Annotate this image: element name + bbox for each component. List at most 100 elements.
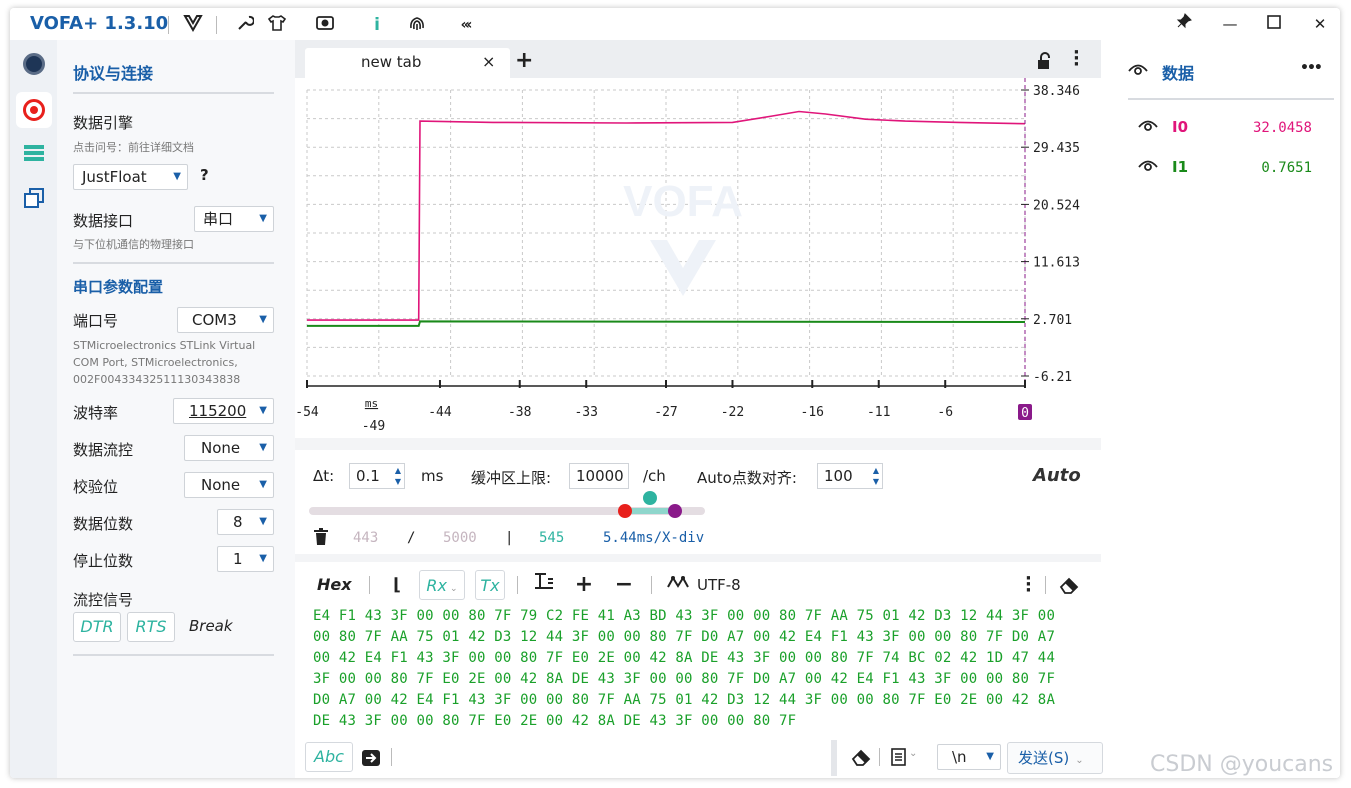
eye-icon[interactable] [1138,118,1158,136]
help-button[interactable]: ? [200,166,209,184]
wrench-icon[interactable] [234,14,256,36]
buffer-slider[interactable] [309,507,705,515]
shirt-icon[interactable] [266,14,288,36]
slider-window-handle[interactable] [642,491,657,505]
dt-input[interactable]: 0.1 ▲ ▼ [349,463,405,489]
series-i1-line [307,320,1026,327]
grid-layer [306,89,1026,377]
time-controls: Δt: 0.1 ▲ ▼ ms 缓冲区上限: 10000 /ch Auto点数对齐: … [295,450,1101,554]
more-vert-icon[interactable]: · · · [1073,42,1080,75]
buffer-input[interactable]: 10000 [569,463,629,489]
collapse-icon[interactable]: «‹ [460,17,473,33]
clear-send-icon[interactable] [851,748,871,770]
channel-i1-value: 0.7651 [1261,160,1312,176]
databits-select[interactable]: 8 ▼ [217,509,274,535]
parity-select[interactable]: None ▼ [184,472,274,498]
divider [73,92,274,94]
send-button[interactable]: 发送(S) ⌄ [1007,742,1103,774]
maximize-button[interactable] [1260,12,1288,36]
x-tick-label: -49 [362,419,385,434]
align-value: 100 [824,467,853,485]
x-tick-label: -11 [867,405,890,420]
watermark-text: VOFA [623,177,743,226]
chart-svg: VOFA -54 -49 -44 -38 -33 -27 -22 -16 -11 -6 0 ms 38.… [295,78,1080,434]
dtr-button[interactable]: DTR [73,612,121,642]
fingerprint-icon[interactable] [406,14,428,36]
engine-select[interactable]: JustFloat ▼ [73,164,188,190]
align-label: Auto点数对齐: [697,469,797,487]
waveform-plot[interactable]: VOFA -54 -49 -44 -38 -33 -27 -22 -16 -11 -6 0 ms 38.… [295,78,1101,438]
close-icon[interactable]: × [482,52,496,71]
slider-end-handle[interactable] [667,504,682,518]
unlock-icon[interactable] [1037,52,1053,74]
chevron-down-icon: ▼ [986,751,994,762]
spin-arrows-icon[interactable]: ▲ ▼ [872,466,879,486]
break-button[interactable]: Break [189,617,233,635]
trash-icon[interactable] [313,528,329,550]
protocol-connection-icon[interactable] [16,92,52,128]
splitter[interactable] [831,740,837,776]
slider-start-handle[interactable] [617,504,632,518]
chevron-down-icon: ▼ [259,553,267,564]
send-input[interactable] [395,742,829,772]
connection-status-icon[interactable] [16,46,52,82]
channel-i0-name[interactable]: I0 [1172,118,1189,136]
rts-button[interactable]: RTS [127,612,175,642]
send-file-icon[interactable] [361,748,381,772]
eraser-icon[interactable] [1059,576,1079,598]
add-tab-button[interactable]: + [515,48,534,73]
abc-toggle[interactable]: Abc [305,742,353,772]
stopbits-value: 1 [233,550,243,568]
chevron-down-icon: ▼ [173,171,181,182]
command-icon[interactable] [891,748,907,770]
tab-new-tab[interactable]: new tab × [305,48,510,78]
count-pipe: | [505,530,514,546]
chart-watermark: VOFA [623,177,743,296]
tx-toggle[interactable]: Tx [475,570,505,600]
engine-hint: 点击问号：前往详细文档 [73,141,194,154]
newline-select[interactable]: \n ▼ [937,744,1001,770]
hex-line: E4 F1 43 3F 00 00 80 7F 79 C2 FE 41 A3 B… [313,608,1056,624]
channel-i1-name[interactable]: I1 [1172,158,1189,176]
encoding-select[interactable]: UTF-8 [697,576,741,594]
auto-button[interactable]: Auto [1033,465,1081,486]
interface-select[interactable]: 串口 ▼ [194,206,274,232]
send-bar: Abc ⌄ \n ▼ 发送(S) ⌄ [295,738,1103,778]
baud-select[interactable]: 115200 ▼ [173,398,274,424]
engine-label: 数据引擎 [73,114,134,132]
vofa-logo-icon[interactable] [182,14,204,36]
align-input[interactable]: 100 ▲ ▼ [817,463,883,489]
databits-value: 8 [233,513,243,531]
x-tick-label: -33 [574,405,597,420]
eye-icon[interactable] [1128,62,1148,80]
menu-list-icon[interactable] [16,140,52,176]
separator [391,748,392,766]
flow-select[interactable]: None ▼ [184,435,274,461]
port-select[interactable]: COM3 ▼ [177,307,274,333]
spin-arrows-icon[interactable]: ▲ ▼ [394,466,401,486]
timestamp-icon[interactable]: ⌊ [393,575,401,595]
zoom-out-icon[interactable]: − [614,572,634,597]
more-vert-icon[interactable]: · · · [1025,568,1032,601]
y-tick-label: 29.435 [1033,141,1080,156]
waveform-icon[interactable] [665,570,691,600]
text-format-icon[interactable] [533,570,555,600]
more-horiz-icon[interactable]: ••• [1300,60,1323,76]
hex-toggle[interactable]: Hex [317,575,352,594]
camera-icon[interactable] [314,14,336,36]
rx-toggle[interactable]: Rx ⌄ [419,570,465,600]
zoom-in-icon[interactable]: + [574,572,594,597]
close-window-button[interactable]: ✕ [1313,15,1327,33]
minimize-button[interactable]: — [1222,15,1238,33]
databits-label: 数据位数 [73,515,134,533]
windows-icon[interactable] [16,186,52,222]
y-tick-label: 2.701 [1033,313,1072,328]
buffer-label: 缓冲区上限: [471,469,552,487]
flow-value: None [201,439,241,457]
eye-icon[interactable] [1138,158,1158,176]
pin-icon[interactable] [1170,12,1198,36]
y-tick-label: 11.613 [1033,256,1080,271]
app-window: VOFA+ 1.3.10 i «‹ — ✕ [10,8,1340,778]
info-icon[interactable]: i [374,15,380,35]
stopbits-select[interactable]: 1 ▼ [217,546,274,572]
